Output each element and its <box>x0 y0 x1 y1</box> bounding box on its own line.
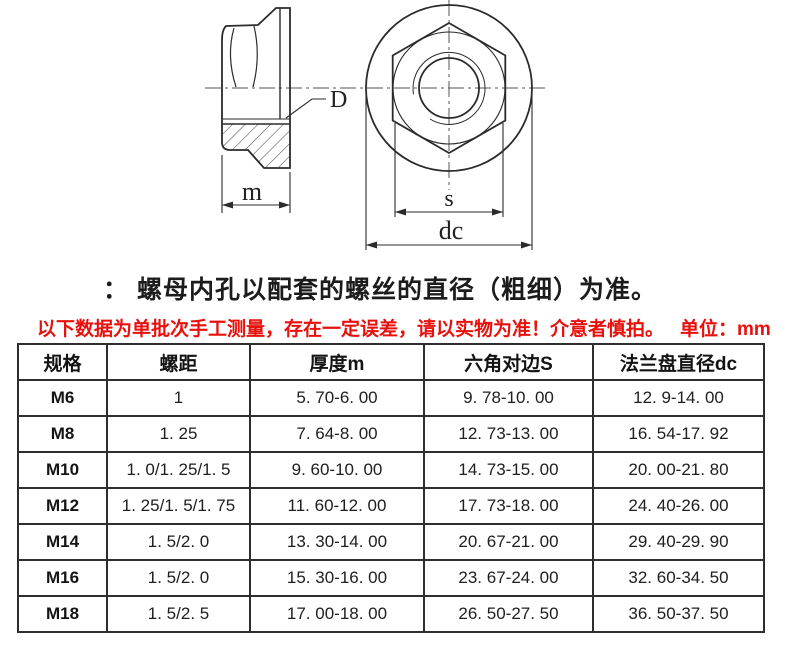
cell-flange-dia: 32. 60-34. 50 <box>592 559 765 597</box>
col-header-across-flats: 六角对边S <box>423 343 594 381</box>
dim-label-s: s <box>444 186 453 212</box>
cell-pitch: 1. 25 <box>106 415 251 453</box>
dim-label-d: D <box>330 87 347 113</box>
side-section-view <box>221 7 291 169</box>
cell-pitch: 1. 5/2. 5 <box>106 595 251 633</box>
cell-pitch: 1 <box>106 379 251 417</box>
table-row: M14 1. 5/2. 0 13. 30-14. 00 20. 67-21. 0… <box>17 523 765 561</box>
cell-flange-dia: 36. 50-37. 50 <box>592 595 765 633</box>
warning-text: 以下数据为单批次手工测量，存在一定误差，请以实物为准！介意者慎拍。 <box>37 319 665 340</box>
cell-spec: M18 <box>17 595 108 633</box>
cell-across-flats: 12. 73-13. 00 <box>423 415 594 453</box>
s-arrows <box>395 208 503 216</box>
col-header-thickness: 厚度m <box>249 343 425 381</box>
cell-spec: M14 <box>17 523 108 561</box>
table-row: M18 1. 5/2. 5 17. 00-18. 00 26. 50-27. 5… <box>17 595 765 633</box>
cell-thickness: 13. 30-14. 00 <box>249 523 425 561</box>
technical-drawing: D m <box>0 0 800 260</box>
across-flats-dimension <box>394 123 504 217</box>
cell-flange-dia: 29. 40-29. 90 <box>592 523 765 561</box>
cell-pitch: 1. 5/2. 0 <box>106 559 251 597</box>
cell-thickness: 15. 30-16. 00 <box>249 559 425 597</box>
flange-diameter-dimension <box>365 96 533 250</box>
cell-pitch: 1. 0/1. 25/1. 5 <box>106 451 251 489</box>
spec-table: 规格 螺距 厚度m 六角对边S 法兰盘直径dc M6 1 5. 70-6. 00… <box>17 343 765 633</box>
thread-circle-arc <box>412 51 486 125</box>
col-header-pitch: 螺距 <box>106 343 251 381</box>
bore-leader <box>285 98 326 119</box>
dc-arrows <box>366 241 532 249</box>
cell-thickness: 9. 60-10. 00 <box>249 451 425 489</box>
front-view <box>365 0 533 190</box>
table-row: M10 1. 0/1. 25/1. 5 9. 60-10. 00 14. 73-… <box>17 451 765 489</box>
cell-flange-dia: 16. 54-17. 92 <box>592 415 765 453</box>
note-text-content: ： 螺母内孔以配套的螺丝的直径（粗细）为准。 <box>103 276 657 304</box>
thickness-dimension <box>221 155 291 213</box>
cell-across-flats: 20. 67-21. 00 <box>423 523 594 561</box>
cell-flange-dia: 20. 00-21. 80 <box>592 451 765 489</box>
cell-spec: M12 <box>17 487 108 525</box>
cell-across-flats: 26. 50-27. 50 <box>423 595 594 633</box>
table-row: M6 1 5. 70-6. 00 9. 78-10. 00 12. 9-14. … <box>17 379 765 417</box>
cell-across-flats: 23. 67-24. 00 <box>423 559 594 597</box>
cell-spec: M6 <box>17 379 108 417</box>
cell-thickness: 7. 64-8. 00 <box>249 415 425 453</box>
unit-label: 单位：mm <box>680 319 771 340</box>
cell-thickness: 11. 60-12. 00 <box>249 487 425 525</box>
bore-circle <box>418 57 480 119</box>
cell-pitch: 1. 5/2. 0 <box>106 523 251 561</box>
cell-flange-dia: 12. 9-14. 00 <box>592 379 765 417</box>
cell-thickness: 5. 70-6. 00 <box>249 379 425 417</box>
dim-label-dc: dc <box>439 216 464 245</box>
cell-across-flats: 9. 78-10. 00 <box>423 379 594 417</box>
table-header-row: 规格 螺距 厚度m 六角对边S 法兰盘直径dc <box>17 343 765 381</box>
chamfer-circle <box>392 31 506 145</box>
dim-label-m: m <box>242 177 262 206</box>
warning-line: 以下数据为单批次手工测量，存在一定误差，请以实物为准！介意者慎拍。 单位：mm <box>37 314 771 341</box>
hex-outline <box>391 21 507 155</box>
cell-pitch: 1. 25/1. 5/1. 75 <box>106 487 251 525</box>
flange-outer-circle <box>365 4 533 172</box>
cell-across-flats: 14. 73-15. 00 <box>423 451 594 489</box>
table-row: M12 1. 25/1. 5/1. 75 11. 60-12. 00 17. 7… <box>17 487 765 525</box>
table-row: M16 1. 5/2. 0 15. 30-16. 00 23. 67-24. 0… <box>17 559 765 597</box>
cell-flange-dia: 24. 40-26. 00 <box>592 487 765 525</box>
note-text: ： 螺母内孔以配套的螺丝的直径（粗细）为准。 <box>103 270 657 306</box>
cell-spec: M10 <box>17 451 108 489</box>
cell-thickness: 17. 00-18. 00 <box>249 595 425 633</box>
table-row: M8 1. 25 7. 64-8. 00 12. 73-13. 00 16. 5… <box>17 415 765 453</box>
col-header-spec: 规格 <box>17 343 108 381</box>
hatch-section <box>221 123 291 169</box>
cell-across-flats: 17. 73-18. 00 <box>423 487 594 525</box>
m-arrows <box>222 201 290 209</box>
cell-spec: M8 <box>17 415 108 453</box>
col-header-flange-dia: 法兰盘直径dc <box>592 343 765 381</box>
flange-nut-drawing: D m <box>205 0 545 250</box>
cell-spec: M16 <box>17 559 108 597</box>
